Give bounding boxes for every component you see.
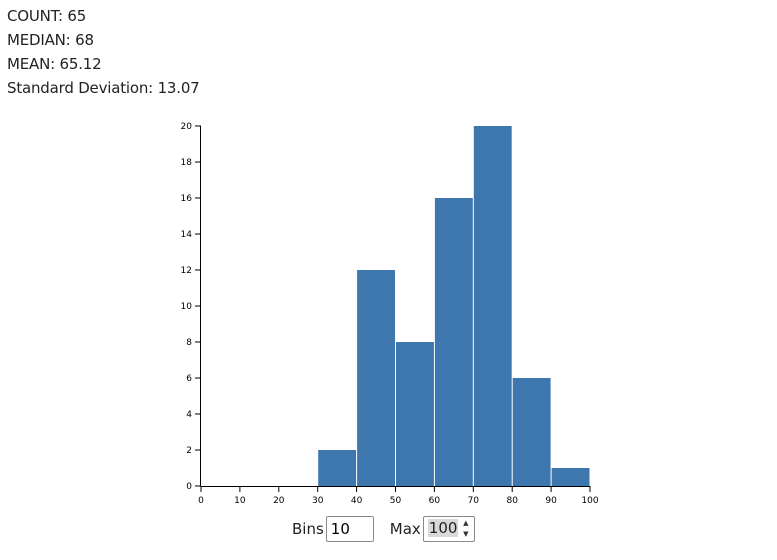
count-stat: COUNT: 65 bbox=[7, 7, 87, 25]
bins-label: Bins bbox=[292, 520, 324, 538]
y-tick-label-6: 6 bbox=[186, 374, 192, 384]
max-value: 100 bbox=[427, 519, 459, 537]
y-tick-label-14: 14 bbox=[181, 230, 193, 240]
y-tick-label-20: 20 bbox=[181, 122, 193, 132]
histogram-chart: 0 10 20 30 40 50 60 70 80 90 100 0 2 4 6 8 10 12 14 16 18 20 bbox=[181, 122, 599, 506]
histogram-bar-50-60 bbox=[396, 342, 434, 486]
y-tick-label-2: 2 bbox=[186, 446, 192, 456]
y-tick-label-12: 12 bbox=[181, 266, 192, 276]
chevron-down-icon[interactable]: ▼ bbox=[463, 530, 469, 538]
x-tick-label-100: 100 bbox=[581, 496, 598, 506]
histogram-bar-90-100 bbox=[551, 468, 590, 486]
controls-bar: Bins Max 100 ▲ ▼ bbox=[292, 516, 475, 542]
x-tick-label-70: 70 bbox=[468, 496, 480, 506]
y-tick-label-18: 18 bbox=[181, 158, 193, 168]
histogram-bar-80-90 bbox=[512, 378, 551, 486]
mean-stat: MEAN: 65.12 bbox=[7, 55, 102, 73]
y-tick-label-8: 8 bbox=[186, 338, 192, 348]
histogram-bar-30-40 bbox=[318, 450, 357, 486]
max-label: Max bbox=[389, 520, 421, 538]
x-axis: 0 10 20 30 40 50 60 70 80 90 100 bbox=[198, 486, 599, 506]
median-stat: MEDIAN: 68 bbox=[7, 31, 94, 49]
std-dev-stat: Standard Deviation: 13.07 bbox=[7, 79, 200, 97]
x-tick-label-80: 80 bbox=[506, 496, 518, 506]
x-tick-label-0: 0 bbox=[198, 496, 204, 506]
x-tick-label-50: 50 bbox=[390, 496, 402, 506]
stats-panel: COUNT: 65 MEDIAN: 68 MEAN: 65.12 Standar… bbox=[7, 4, 200, 100]
x-tick-label-90: 90 bbox=[545, 496, 557, 506]
x-tick-label-60: 60 bbox=[429, 496, 441, 506]
x-tick-label-40: 40 bbox=[351, 496, 363, 506]
max-field-wrap: 100 ▲ ▼ bbox=[422, 516, 475, 542]
chevron-up-icon[interactable]: ▲ bbox=[463, 519, 469, 527]
histogram-bar-70-80 bbox=[473, 126, 512, 486]
x-tick-label-10: 10 bbox=[234, 496, 246, 506]
bins-input[interactable] bbox=[325, 516, 374, 542]
bars-group bbox=[318, 126, 590, 486]
max-input[interactable]: 100 ▲ ▼ bbox=[422, 516, 475, 542]
x-tick-label-20: 20 bbox=[273, 496, 285, 506]
y-axis: 0 2 4 6 8 10 12 14 16 18 20 bbox=[181, 122, 201, 492]
y-tick-label-16: 16 bbox=[181, 194, 193, 204]
max-stepper[interactable]: ▲ ▼ bbox=[461, 519, 471, 539]
y-tick-label-10: 10 bbox=[181, 302, 193, 312]
y-tick-label-0: 0 bbox=[186, 482, 192, 492]
histogram-bar-40-50 bbox=[357, 270, 395, 486]
x-tick-label-30: 30 bbox=[312, 496, 324, 506]
y-tick-label-4: 4 bbox=[186, 410, 192, 420]
histogram-bar-60-70 bbox=[434, 198, 473, 486]
